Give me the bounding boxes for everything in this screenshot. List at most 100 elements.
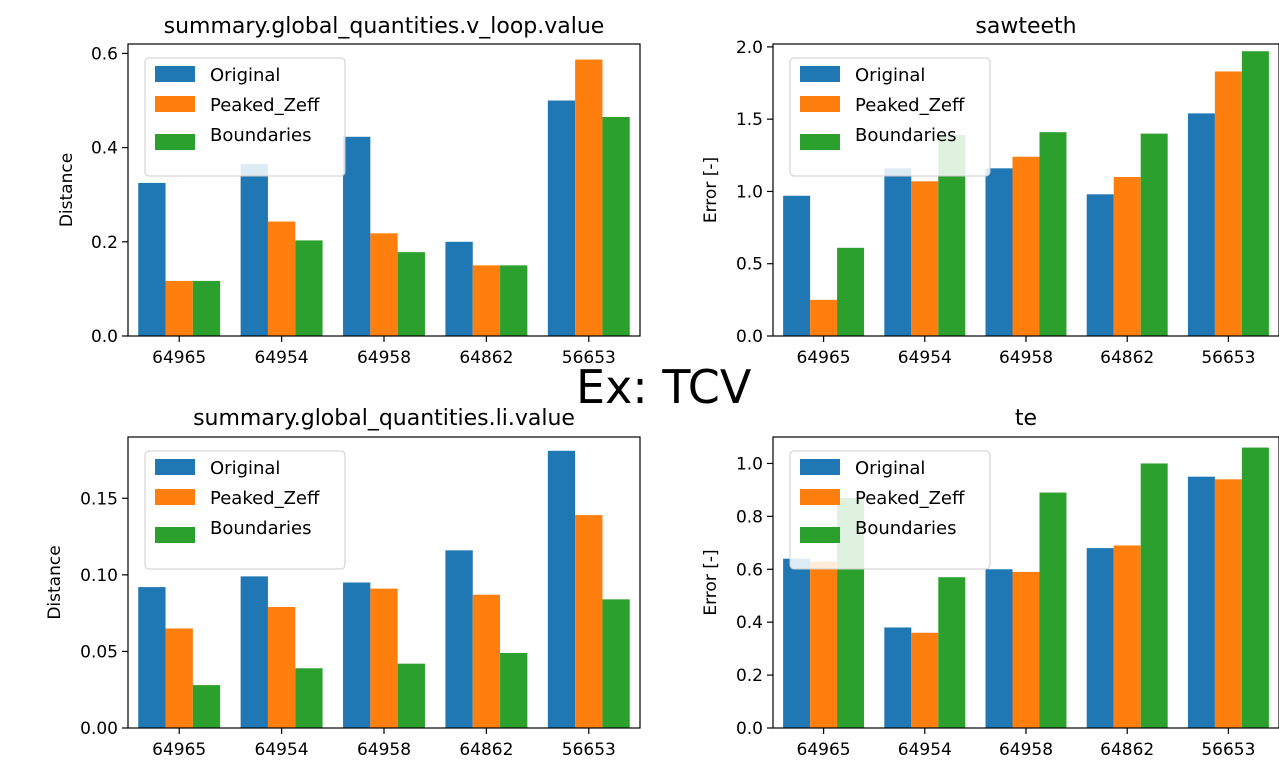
y-axis-label: Distance <box>57 153 77 227</box>
bar-peaked-zeff-64954 <box>267 221 296 336</box>
bar-boundaries-64958 <box>1039 132 1067 336</box>
bar-boundaries-64958 <box>1039 492 1067 728</box>
bar-peaked-zeff-64954 <box>911 632 939 728</box>
legend-swatch-original <box>800 459 840 475</box>
bar-original-56653 <box>547 450 576 728</box>
y-tick-label: 1.5 <box>736 110 763 130</box>
y-tick-label: 0.05 <box>80 642 118 662</box>
bar-peaked-zeff-64862 <box>1113 176 1141 336</box>
legend-label-peaked-zeff: Peaked_Zeff <box>855 488 965 509</box>
legend-label-peaked-zeff: Peaked_Zeff <box>855 95 965 116</box>
legend-swatch-original <box>800 66 840 82</box>
bar-boundaries-56653 <box>1241 447 1269 728</box>
x-tick-label: 56653 <box>1201 740 1255 760</box>
x-tick-label: 64965 <box>152 740 206 760</box>
plot-frame <box>127 43 641 337</box>
bar-boundaries-56653 <box>602 117 630 336</box>
x-tick-label: 64965 <box>797 348 851 368</box>
legend-label-original: Original <box>210 458 280 479</box>
y-tick-label: 0.2 <box>736 666 763 686</box>
legend: Original Peaked_Zeff Boundaries <box>789 450 991 570</box>
bar-original-64965 <box>783 195 811 336</box>
bar-peaked-zeff-64958 <box>1012 571 1040 728</box>
y-tick-label: 0.0 <box>736 719 763 739</box>
bar-original-64862 <box>445 241 473 336</box>
legend-label-original: Original <box>210 65 280 86</box>
bar-original-64862 <box>1086 548 1114 728</box>
bar-original-56653 <box>1187 113 1215 336</box>
y-tick-label: 1.0 <box>736 454 763 474</box>
bar-peaked-zeff-64958 <box>370 588 398 728</box>
legend-label-boundaries: Boundaries <box>210 125 312 146</box>
x-tick-label: 56653 <box>562 740 616 760</box>
y-tick-label: 0.0 <box>736 327 763 347</box>
bar-peaked-zeff-56653 <box>575 59 603 337</box>
y-tick-label: 0.10 <box>80 566 118 586</box>
chart-panel-1: summary.global_quantities.v_loop.value Di… <box>57 14 641 368</box>
bar-boundaries-64862 <box>500 265 528 336</box>
bar-peaked-zeff-64965 <box>165 628 193 728</box>
legend-swatch-peaked-zeff <box>800 96 840 112</box>
bar-original-64958 <box>985 569 1013 728</box>
legend-label-peaked-zeff: Peaked_Zeff <box>210 95 320 116</box>
chart-panel-2: sawteeth Error [-] 0.0 0.5 1.0 1.5 2.0 64965 649… <box>701 14 1279 368</box>
bar-boundaries-64954 <box>295 240 323 336</box>
y-tick-label: 0.5 <box>736 255 763 275</box>
bar-peaked-zeff-64958 <box>1012 156 1040 336</box>
bar-peaked-zeff-64862 <box>1113 545 1141 728</box>
bar-original-64862 <box>445 550 473 728</box>
y-axis-label: Distance <box>45 545 65 619</box>
overlay-title: Ex: TCV <box>576 360 752 414</box>
bar-peaked-zeff-64954 <box>911 181 939 336</box>
bar-original-64965 <box>138 182 166 336</box>
x-tick-label: 64862 <box>459 348 513 368</box>
bar-boundaries-56653 <box>1241 51 1269 336</box>
bar-boundaries-64965 <box>837 247 865 336</box>
y-tick-label: 0.8 <box>736 507 763 527</box>
bar-original-64954 <box>884 627 912 728</box>
y-tick-label: 0.4 <box>91 139 118 159</box>
y-axis-label: Error [-] <box>701 157 721 223</box>
bar-peaked-zeff-56653 <box>575 515 603 728</box>
bar-boundaries-64965 <box>192 685 221 728</box>
plot-frame <box>772 436 1279 729</box>
plot-frame <box>772 43 1279 337</box>
x-tick-label: 64958 <box>999 740 1053 760</box>
legend-label-boundaries: Boundaries <box>210 518 312 539</box>
bar-boundaries-64958 <box>397 663 425 728</box>
y-tick-label: 0.4 <box>736 613 763 633</box>
bar-original-64965 <box>138 587 166 728</box>
bar-boundaries-64862 <box>1140 463 1168 728</box>
x-tick-label: 64958 <box>357 740 411 760</box>
bar-original-64954 <box>884 168 912 336</box>
x-tick-label: 64862 <box>459 740 513 760</box>
legend-swatch-original <box>155 459 195 475</box>
x-tick-label: 64954 <box>255 740 309 760</box>
bar-peaked-zeff-64965 <box>810 299 838 336</box>
bar-boundaries-64965 <box>192 280 221 336</box>
bar-peaked-zeff-56653 <box>1214 479 1242 728</box>
x-tick-label: 64958 <box>999 348 1053 368</box>
legend-swatch-boundaries <box>155 134 195 150</box>
bar-original-64958 <box>343 136 371 336</box>
legend: Original Peaked_Zeff Boundaries <box>144 57 346 177</box>
bar-original-64862 <box>1086 194 1114 336</box>
x-tick-label: 64862 <box>1100 740 1154 760</box>
x-tick-label: 64965 <box>152 348 206 368</box>
legend-swatch-peaked-zeff <box>800 489 840 505</box>
chart-title: te <box>1015 406 1037 431</box>
bar-peaked-zeff-64862 <box>472 594 501 728</box>
y-tick-label: 0.00 <box>80 719 118 739</box>
y-tick-label: 0.0 <box>91 327 118 347</box>
bar-original-64954 <box>240 576 268 728</box>
chart-title: summary.global_quantities.v_loop.value <box>164 14 605 39</box>
bar-boundaries-64862 <box>500 652 528 728</box>
x-tick-label: 64958 <box>357 348 411 368</box>
x-tick-label: 56653 <box>562 348 616 368</box>
bar-original-56653 <box>1187 476 1215 728</box>
legend-label-original: Original <box>855 458 925 479</box>
bar-original-64958 <box>343 582 371 728</box>
legend-swatch-original <box>155 66 195 82</box>
legend-label-original: Original <box>855 65 925 86</box>
legend: Original Peaked_Zeff Boundaries <box>789 57 991 177</box>
